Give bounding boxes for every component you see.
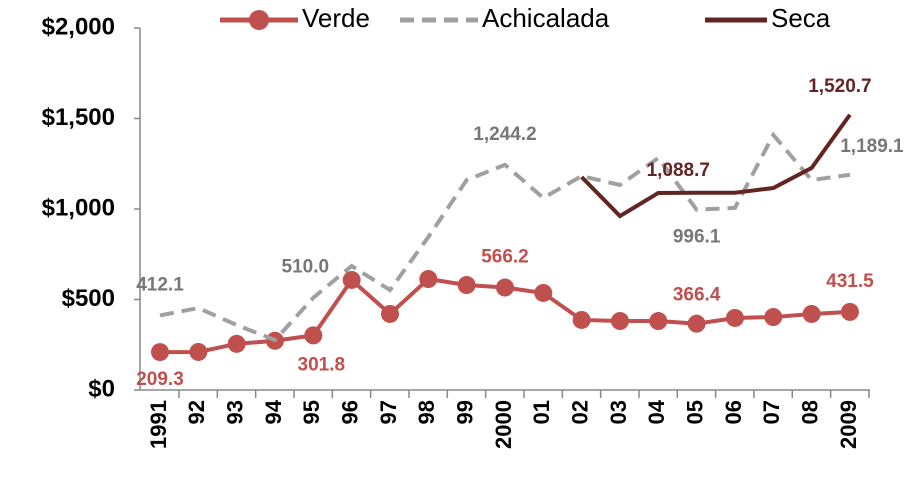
- x-tick-label: 94: [261, 399, 286, 424]
- point: [687, 314, 706, 333]
- x-tick-label: 06: [721, 400, 746, 424]
- data-label: 209.3: [136, 369, 184, 390]
- point: [534, 283, 553, 302]
- x-tick-label: 04: [644, 399, 669, 424]
- y-tick-label: $0: [88, 375, 115, 402]
- data-label: 431.5: [826, 271, 874, 292]
- point: [151, 343, 169, 362]
- series-line: [159, 131, 851, 343]
- point: [572, 310, 591, 329]
- point: [419, 270, 438, 289]
- y-tick-label: $1,500: [42, 104, 115, 131]
- data-label: 412.1: [136, 274, 184, 295]
- data-label: 1,189.1: [840, 136, 904, 157]
- point: [725, 308, 744, 327]
- x-tick-label: 98: [414, 400, 439, 424]
- point: [380, 304, 399, 323]
- data-label: 510.0: [282, 257, 330, 278]
- point: [764, 308, 783, 327]
- y-tick-label: $1,000: [42, 194, 115, 221]
- point: [189, 342, 208, 361]
- data-label: 566.2: [481, 247, 529, 268]
- x-tick-label: 92: [184, 400, 209, 424]
- data-label: 366.4: [673, 285, 721, 306]
- point: [227, 334, 246, 353]
- point: [304, 326, 323, 345]
- data-label: 996.1: [673, 227, 721, 248]
- x-tick-label: 95: [299, 400, 324, 424]
- x-tick-label: 02: [567, 400, 592, 424]
- point: [649, 312, 668, 331]
- x-tick-label: 07: [759, 400, 784, 424]
- series-line: [580, 113, 852, 219]
- point: [342, 270, 361, 289]
- x-tick-label: 99: [452, 400, 477, 424]
- x-tick-label: 03: [606, 400, 631, 424]
- point: [840, 302, 859, 321]
- data-label: 1,244.2: [473, 124, 536, 145]
- point: [495, 278, 514, 297]
- y-tick-label: $500: [62, 285, 115, 312]
- x-tick-label: 05: [682, 400, 707, 424]
- data-label: 301.8: [298, 354, 346, 375]
- legend-label: Achicalada: [482, 3, 610, 33]
- y-tick-label: $2,000: [42, 13, 115, 40]
- legend-marker: [249, 10, 269, 30]
- point: [802, 304, 821, 323]
- data-label: 1,520.7: [808, 76, 871, 97]
- x-tick-label: 93: [222, 400, 247, 424]
- x-tick-label: 08: [797, 400, 822, 424]
- x-tick-label: 1991: [146, 400, 171, 449]
- point: [457, 276, 476, 295]
- x-tick-label: 2009: [836, 400, 861, 449]
- x-tick-label: 97: [376, 400, 401, 424]
- point: [610, 312, 629, 331]
- x-tick-label: 2000: [491, 400, 516, 449]
- x-tick-label: 96: [337, 400, 362, 424]
- legend-label: Seca: [771, 3, 831, 33]
- data-label: 1,088.7: [647, 160, 710, 181]
- x-tick-label: 01: [529, 400, 554, 424]
- legend-label: Verde: [302, 3, 370, 33]
